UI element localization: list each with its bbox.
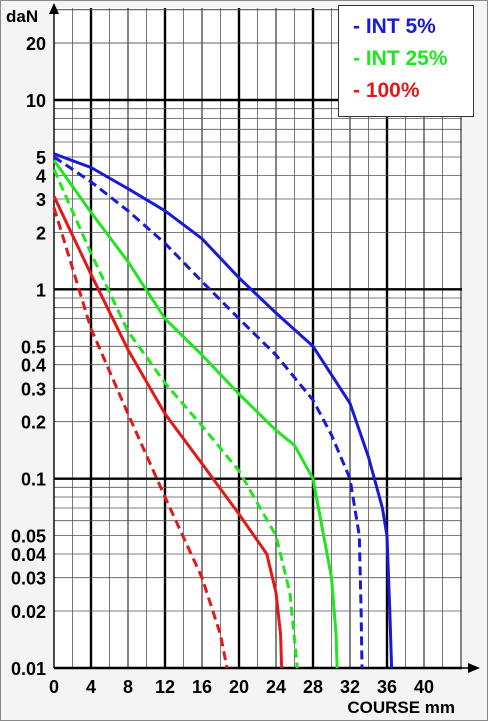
y-tick-label: 10 [26, 91, 46, 111]
x-tick-label: 36 [377, 677, 397, 697]
x-tick-label: 12 [155, 677, 175, 697]
series-line-5 [52, 207, 229, 669]
y-tick-label: 0.02 [11, 602, 46, 622]
series-line-1 [53, 155, 364, 669]
y-tick-label: 3 [36, 190, 46, 210]
y-tick-label: 20 [26, 34, 46, 54]
y-axis-arrow-icon [49, 3, 59, 14]
y-tick-label: 0.04 [11, 545, 46, 565]
x-tick-label: 28 [303, 677, 323, 697]
y-tick-label: 5 [36, 148, 46, 168]
y-tick-label: 2 [36, 223, 46, 243]
x-tick-label: 24 [266, 677, 286, 697]
y-tick-label: 0.4 [21, 356, 46, 376]
x-tick-label: 16 [192, 677, 212, 697]
chart-legend: - INT 5% - INT 25% - 100% [338, 5, 474, 117]
series-line-3 [52, 168, 299, 669]
x-tick-label: 40 [414, 677, 434, 697]
series-line-0 [53, 152, 394, 669]
x-tick-label: 32 [340, 677, 360, 697]
series-line-2 [52, 159, 339, 669]
y-tick-label: 4 [36, 166, 46, 186]
y-axis-unit: daN [6, 7, 38, 26]
y-tick-label: 0.1 [21, 470, 46, 490]
x-tick-label: 20 [229, 677, 249, 697]
y-tick-label: 0.5 [21, 337, 46, 357]
x-tick-label: 8 [123, 677, 133, 697]
y-tick-label: 0.3 [21, 379, 46, 399]
y-tick-label: 0.05 [11, 527, 46, 547]
legend-item-int-5: - INT 5% [353, 15, 436, 38]
y-tick-label: 1 [36, 280, 46, 300]
legend-item-100: - 100% [353, 79, 420, 102]
x-tick-label: 0 [49, 677, 59, 697]
x-axis-title: COURSE mm [347, 698, 455, 717]
y-tick-label: 0.03 [11, 569, 46, 589]
series-line-4 [52, 195, 284, 669]
y-tick-label: 0.2 [21, 413, 46, 433]
x-tick-label: 4 [86, 677, 96, 697]
legend-item-int-25: - INT 25% [353, 47, 448, 70]
x-axis-arrow-icon [468, 663, 480, 673]
y-tick-label: 0.01 [11, 659, 46, 679]
